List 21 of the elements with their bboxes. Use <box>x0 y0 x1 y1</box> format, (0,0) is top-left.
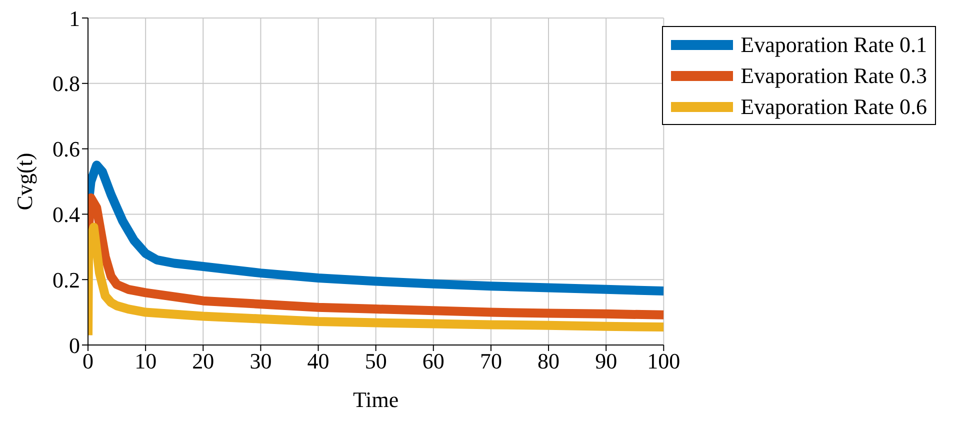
y-tick-label: 1 <box>69 6 80 31</box>
y-tick-label: 0.4 <box>52 202 80 228</box>
y-axis-title: Cvg(t) <box>12 152 37 210</box>
y-tick-label: 0.6 <box>52 136 80 162</box>
x-tick-label: 100 <box>647 348 680 374</box>
x-tick-label: 80 <box>538 348 560 374</box>
x-tick-label: 60 <box>422 348 444 374</box>
x-tick-label: 70 <box>480 348 502 374</box>
x-axis-title: Time <box>353 387 399 412</box>
y-tick-label: 0.8 <box>52 71 80 96</box>
x-tick-label: 10 <box>134 348 157 374</box>
x-tick-label: 20 <box>192 348 214 374</box>
x-tick-label: 90 <box>595 348 618 374</box>
legend-label: Evaporation Rate 0.6 <box>740 93 927 121</box>
x-tick-label: 40 <box>307 348 330 374</box>
y-tick-label: 0.2 <box>52 267 80 292</box>
legend-label: Evaporation Rate 0.3 <box>740 62 927 90</box>
legend-label: Evaporation Rate 0.1 <box>740 31 927 59</box>
y-tick-label: 0 <box>69 332 80 358</box>
x-tick-label: 50 <box>364 348 387 374</box>
x-tick-label: 30 <box>250 348 272 374</box>
